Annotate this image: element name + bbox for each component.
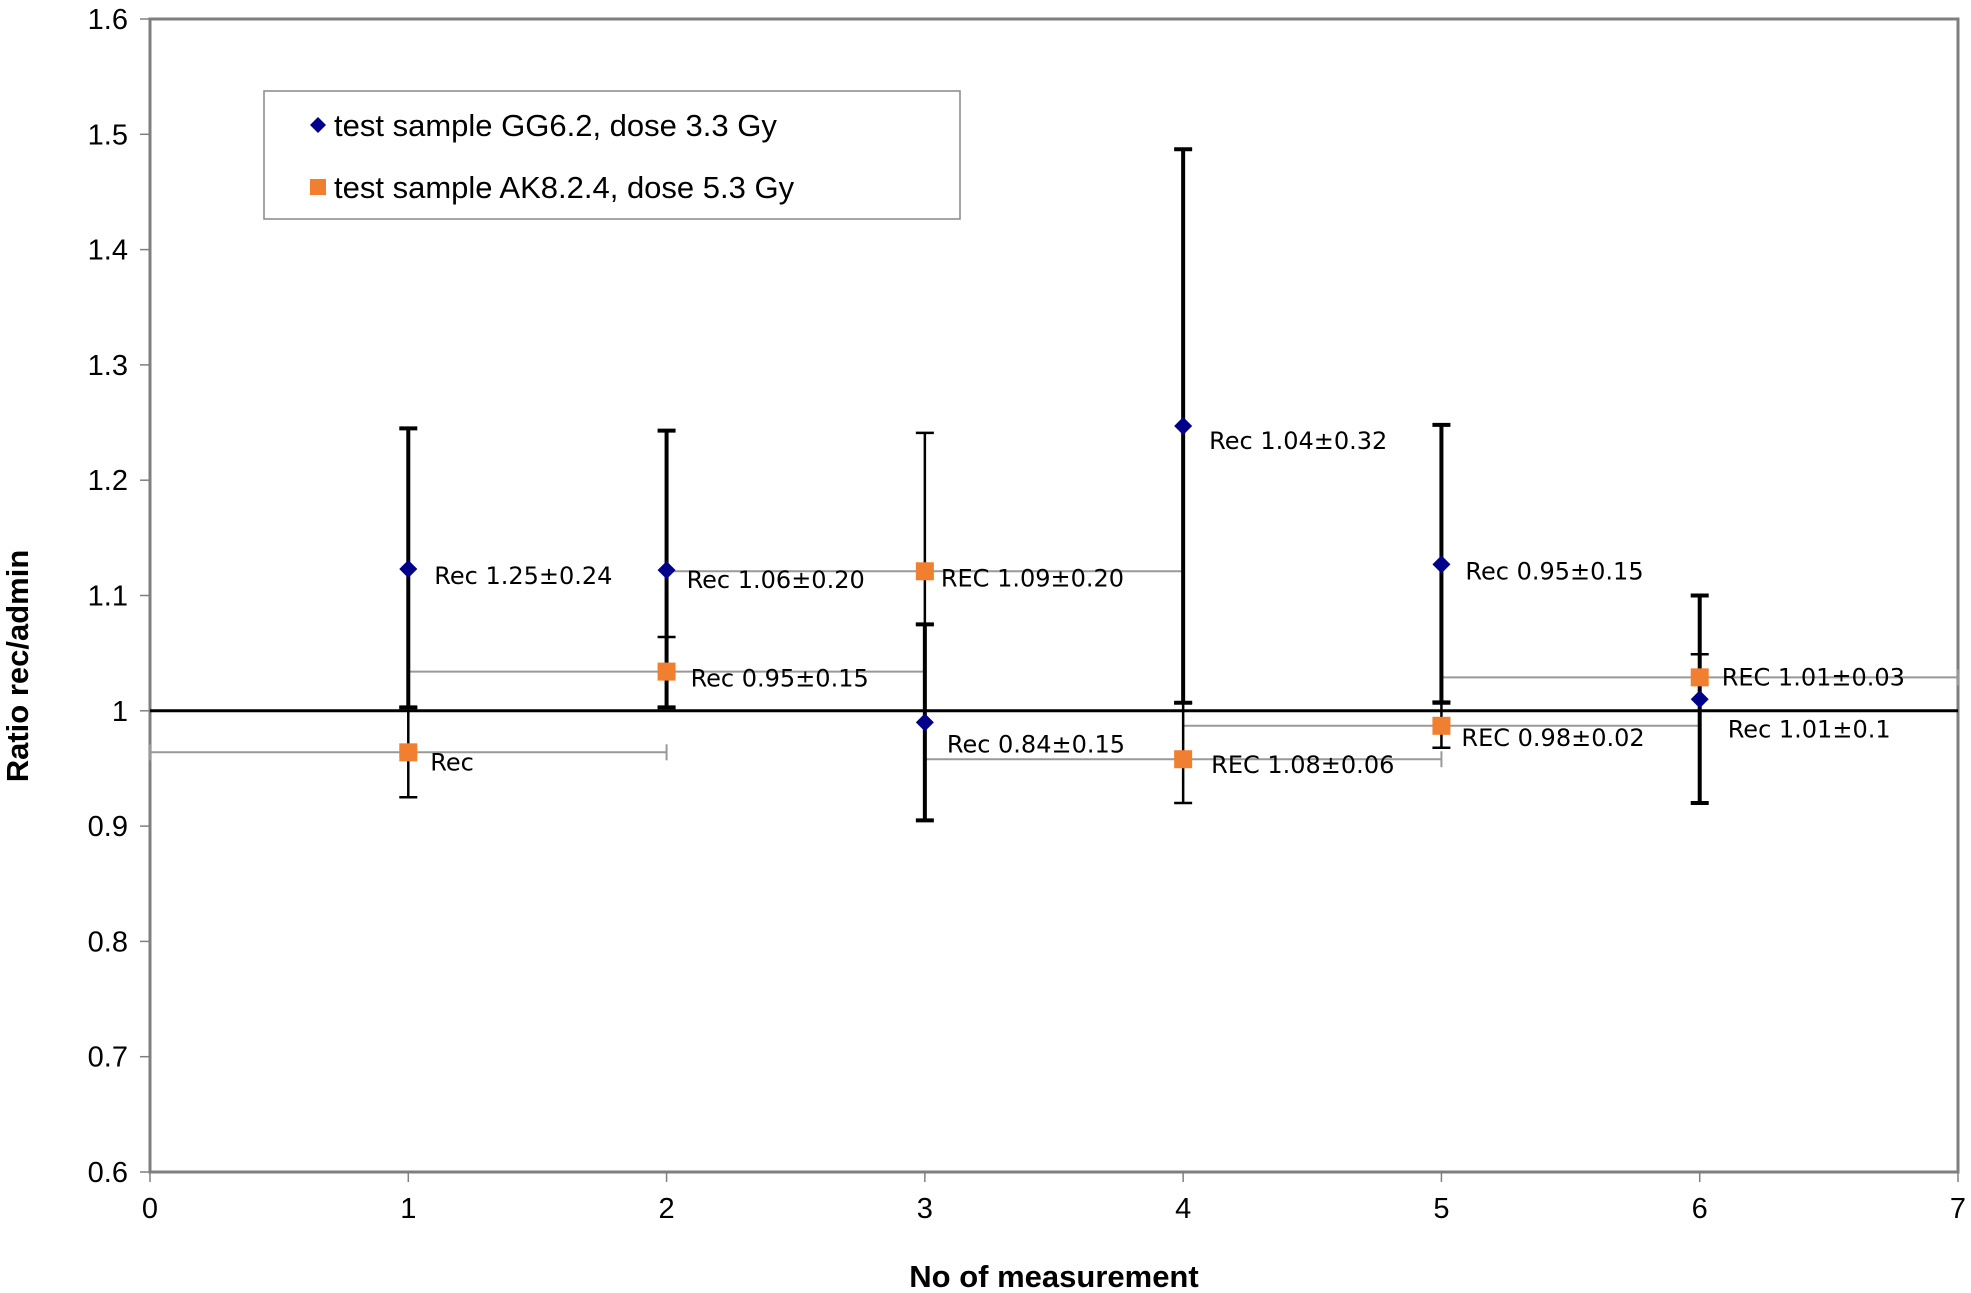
data-annotation: Rec 0.95±0.15 (691, 665, 869, 693)
legend-square-icon (310, 179, 326, 195)
data-point-square (1174, 750, 1193, 769)
data-point-diamond (1174, 417, 1193, 436)
y-tick-label: 1 (112, 696, 128, 728)
data-annotation: REC 0.98±0.02 (1461, 724, 1644, 752)
y-tick-label: 1.3 (88, 350, 128, 382)
data-annotation: Rec (430, 748, 474, 776)
y-tick-label: 0.9 (88, 811, 128, 843)
legend-diamond-icon (310, 117, 326, 133)
y-axis-title: Ratio rec/admin (0, 550, 35, 783)
x-tick-label: 2 (659, 1193, 675, 1225)
data-annotation: Rec 1.06±0.20 (687, 566, 865, 594)
x-tick-label: 6 (1692, 1193, 1708, 1225)
x-tick-label: 1 (400, 1193, 416, 1225)
data-point-diamond (1432, 555, 1451, 574)
markers (399, 417, 1709, 769)
data-point-square (657, 662, 676, 681)
y-error-bars (399, 147, 1709, 823)
data-point-square (915, 562, 934, 581)
data-point-diamond (657, 561, 676, 580)
x-tick-label: 3 (917, 1193, 933, 1225)
y-tick-label: 0.6 (88, 1157, 128, 1189)
x-axis-title: No of measurement (909, 1259, 1198, 1293)
y-tick-label: 0.8 (88, 926, 128, 958)
data-annotation: Rec 0.95±0.15 (1465, 557, 1643, 585)
legend-label: test sample GG6.2, dose 3.3 Gy (334, 108, 777, 143)
data-annotation: REC 1.01±0.03 (1722, 663, 1905, 691)
legend-box (263, 90, 961, 220)
data-annotation: REC 1.09±0.20 (941, 564, 1124, 592)
axis-ticks: 0 1 2 3 4 5 6 7 0.6 0.7 0.8 0.9 1 1.1 1.2 1.3 1.4 1.5 1.6 (88, 4, 1966, 1225)
legend: test sample GG6.2, dose 3.3 Gy test sampl… (263, 90, 961, 220)
data-annotation: Rec 0.84±0.15 (947, 730, 1125, 758)
data-point-square (1432, 716, 1451, 735)
data-point-diamond (1690, 690, 1709, 709)
annotations: Rec 1.25±0.24 Rec 1.06±0.20 Rec 0.84±0.15 R… (430, 427, 1905, 779)
y-tick-label: 0.7 (88, 1042, 128, 1074)
data-annotation: Rec 1.04±0.32 (1209, 427, 1387, 455)
y-tick-label: 1.1 (88, 581, 128, 613)
y-tick-label: 1.5 (88, 119, 128, 151)
x-tick-label: 5 (1433, 1193, 1449, 1225)
data-annotation: Rec 1.01±0.1 (1728, 715, 1891, 743)
data-point-diamond (915, 713, 934, 732)
y-tick-label: 1.4 (88, 235, 128, 267)
data-point-square (1690, 668, 1709, 687)
y-tick-label: 1.2 (88, 465, 128, 497)
x-tick-label: 4 (1175, 1193, 1191, 1225)
data-annotation: REC 1.08±0.06 (1211, 751, 1394, 779)
x-tick-label: 7 (1950, 1193, 1966, 1225)
data-point-diamond (399, 559, 418, 578)
y-tick-label: 1.6 (88, 4, 128, 36)
x-tick-label: 0 (142, 1193, 158, 1225)
legend-label: test sample AK8.2.4, dose 5.3 Gy (334, 170, 795, 205)
data-point-square (399, 743, 418, 762)
data-annotation: Rec 1.25±0.24 (434, 562, 612, 590)
